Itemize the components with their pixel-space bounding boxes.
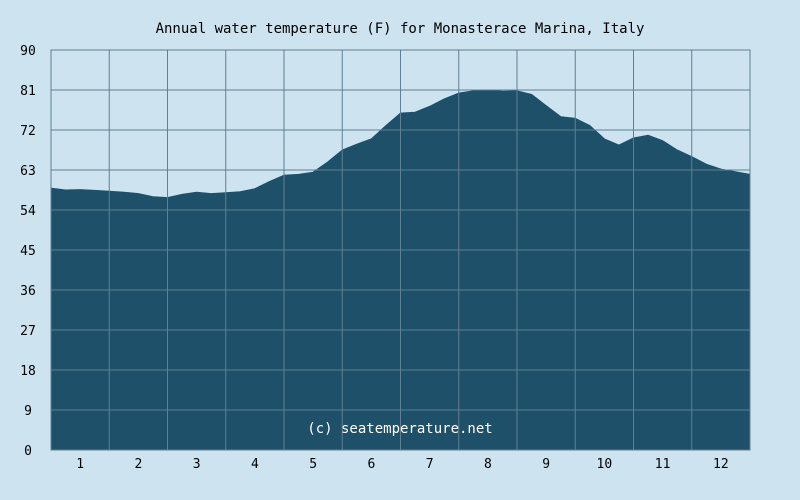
x-tick-label: 1	[76, 457, 84, 472]
copyright-watermark: (c) seatemperature.net	[307, 421, 492, 437]
x-tick-label: 2	[134, 457, 142, 472]
y-tick-label: 45	[20, 244, 36, 259]
x-tick-label: 4	[251, 457, 259, 472]
x-tick-label: 6	[367, 457, 375, 472]
y-tick-label: 9	[24, 404, 32, 419]
x-tick-label: 8	[484, 457, 492, 472]
x-tick-label: 10	[597, 457, 613, 472]
y-tick-label: 0	[24, 444, 32, 459]
y-tick-label: 63	[20, 164, 36, 179]
y-tick-label: 18	[20, 364, 36, 379]
x-tick-label: 3	[193, 457, 201, 472]
y-tick-label: 54	[20, 204, 36, 219]
y-tick-label: 27	[20, 324, 36, 339]
y-tick-label: 81	[20, 84, 36, 99]
x-tick-label: 9	[542, 457, 550, 472]
x-tick-label: 5	[309, 457, 317, 472]
y-tick-label: 90	[20, 44, 36, 59]
plot-border	[50, 49, 751, 451]
y-tick-label: 36	[20, 284, 36, 299]
x-tick-label: 7	[426, 457, 434, 472]
x-tick-label: 12	[713, 457, 729, 472]
y-tick-label: 72	[20, 124, 36, 139]
x-tick-label: 11	[655, 457, 671, 472]
chart-title: Annual water temperature (F) for Monaste…	[156, 21, 645, 37]
